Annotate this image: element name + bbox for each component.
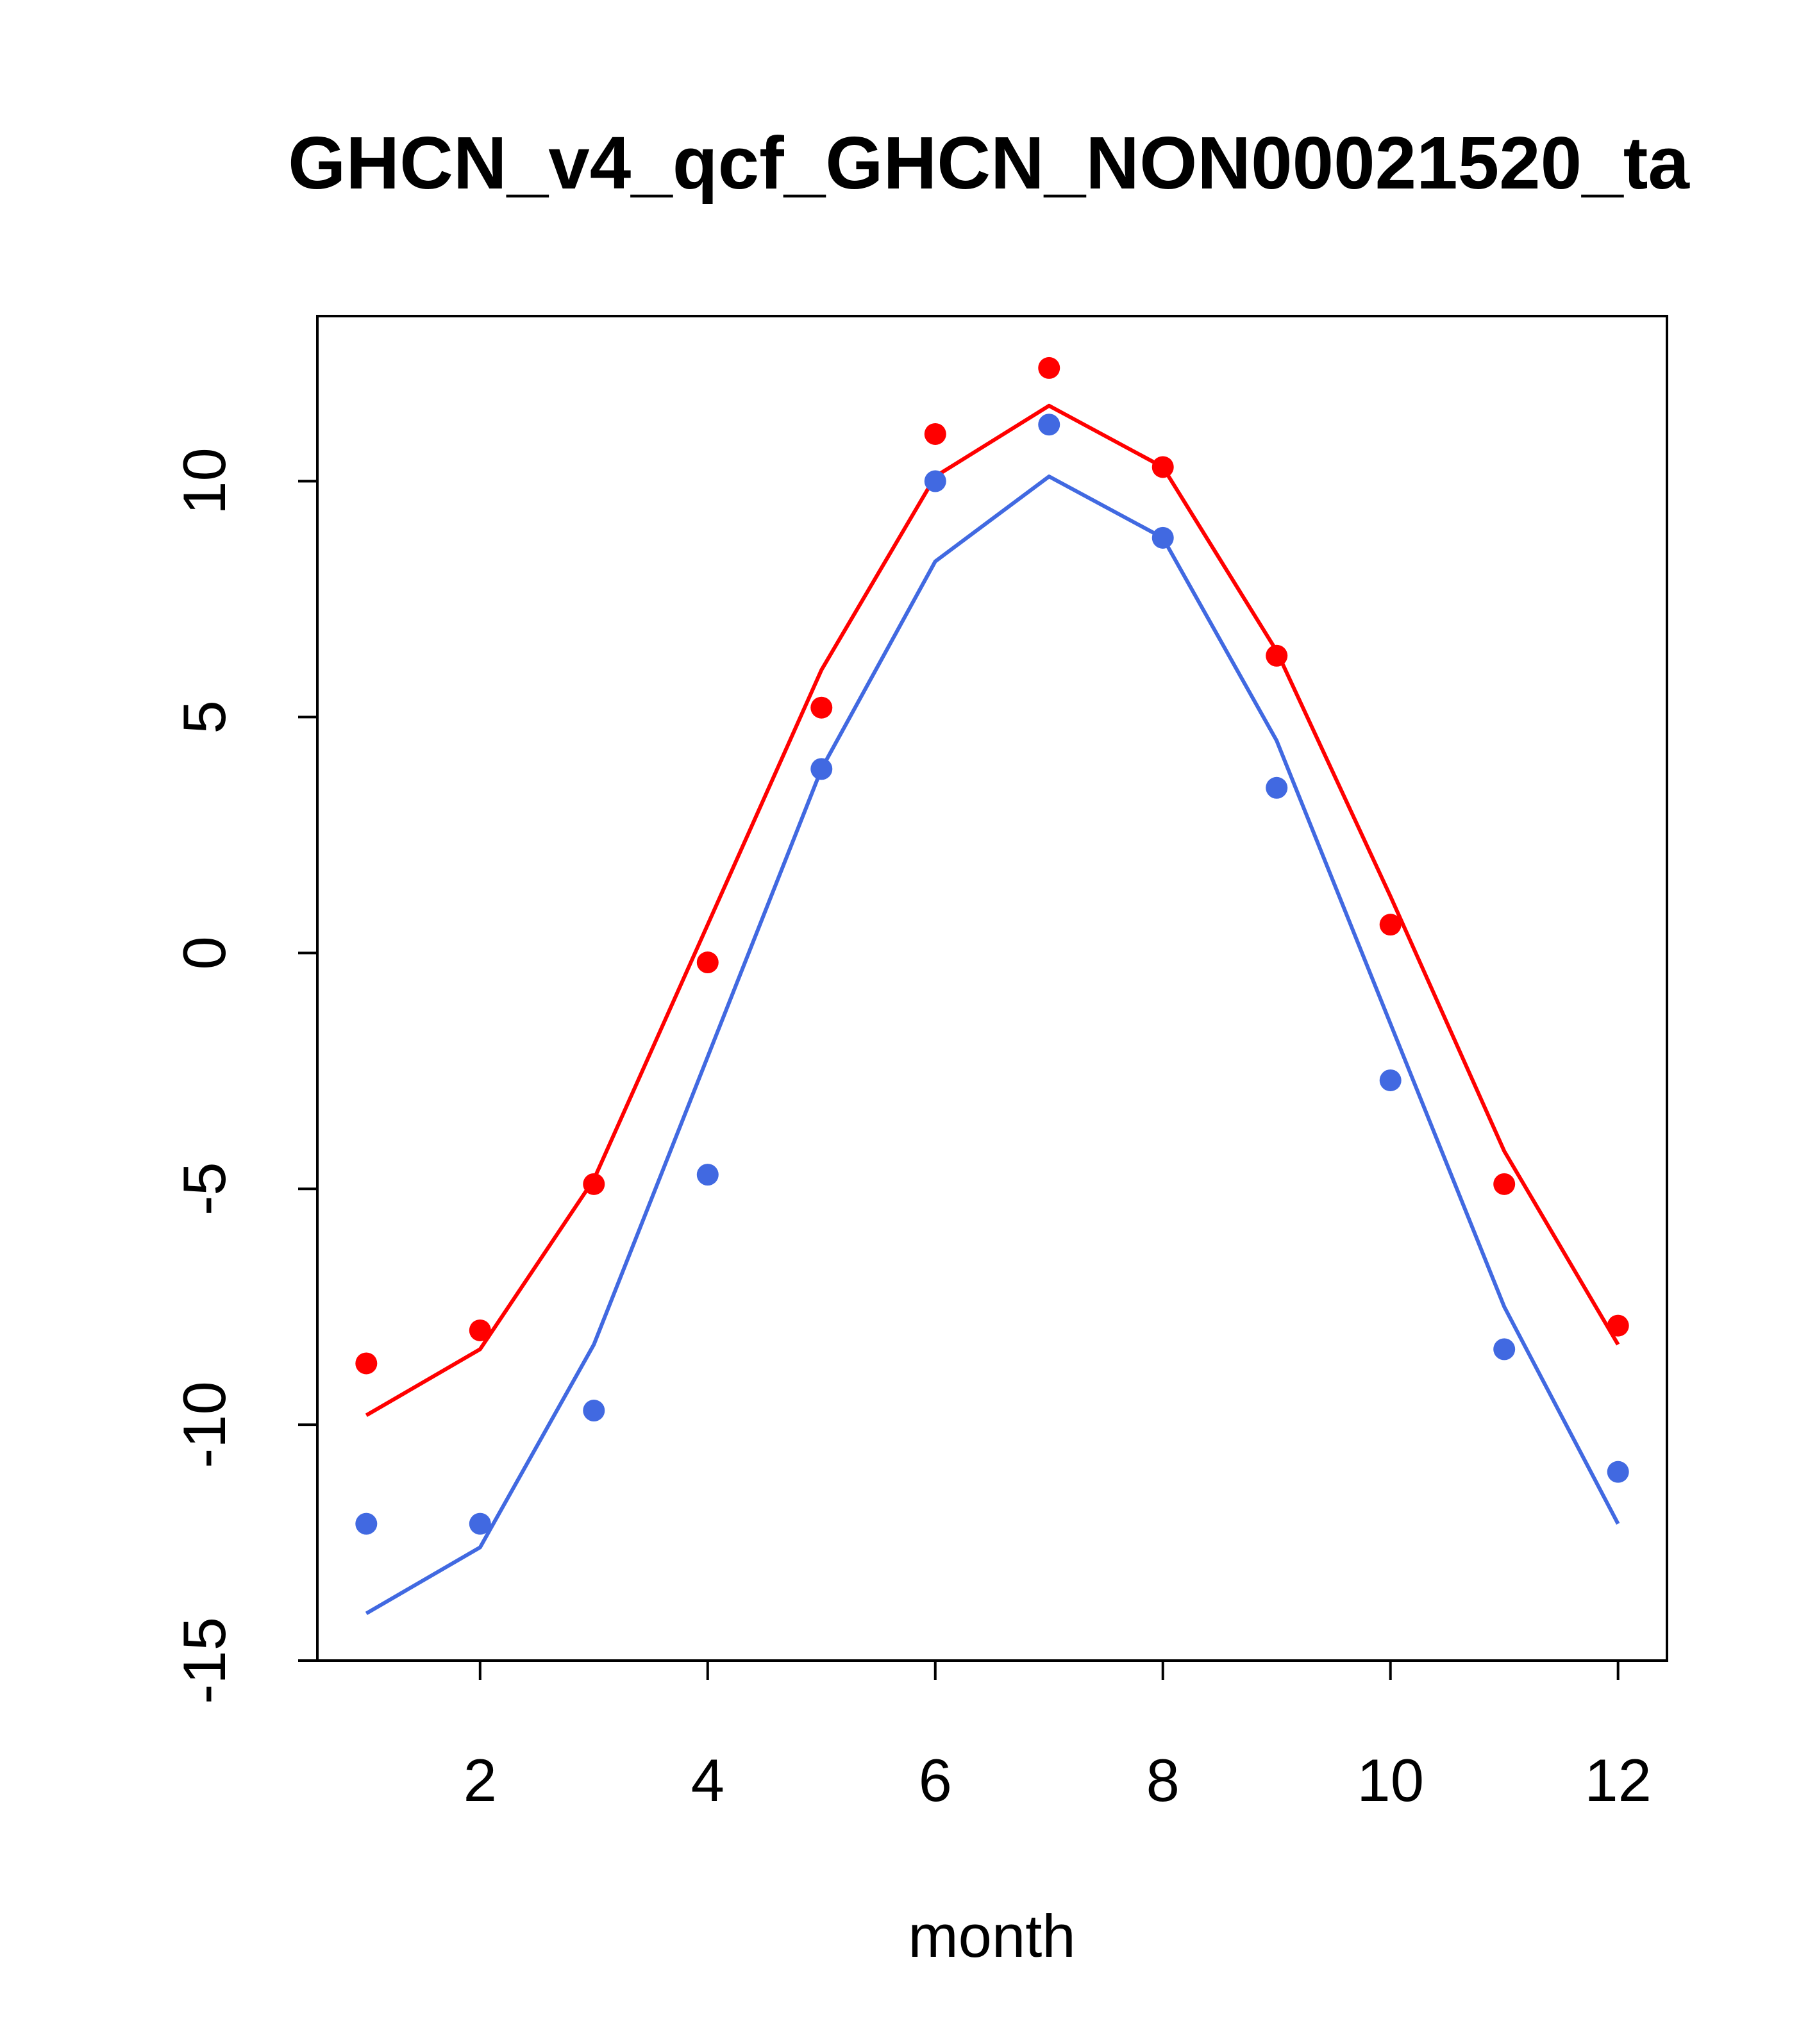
data-point <box>583 1400 605 1422</box>
x-tick-label: 10 <box>1357 1747 1424 1814</box>
y-tick-label: 0 <box>171 936 238 969</box>
data-point <box>924 423 946 445</box>
y-tick-label: -15 <box>171 1617 238 1704</box>
chart-title: GHCN_v4_qcf_GHCN_NON00021520_ta <box>288 121 1690 205</box>
y-tick-label: -10 <box>171 1381 238 1468</box>
data-point <box>810 758 833 780</box>
series-2-line <box>365 474 1620 1616</box>
series-1-points <box>355 356 1629 1375</box>
series-line <box>365 474 1620 1616</box>
y-tick-label: 10 <box>171 448 238 515</box>
x-tick-label: 4 <box>691 1747 724 1814</box>
x-axis-label: month <box>908 1902 1075 1970</box>
data-point <box>1038 414 1060 436</box>
y-axis: -15 -10 -5 0 5 10 <box>171 448 319 1704</box>
data-point <box>1151 526 1174 549</box>
data-point <box>1493 1338 1516 1361</box>
x-axis: 2 4 6 8 10 12 <box>464 1659 1652 1814</box>
x-tick-label: 12 <box>1584 1747 1652 1814</box>
data-point <box>355 1352 378 1375</box>
data-point <box>1266 776 1288 799</box>
data-point <box>1266 644 1288 667</box>
data-point <box>469 1512 491 1535</box>
x-tick-label: 8 <box>1146 1747 1180 1814</box>
data-point <box>469 1319 491 1341</box>
y-tick-label: -5 <box>171 1162 238 1216</box>
data-point <box>1493 1173 1516 1195</box>
data-point <box>583 1173 605 1195</box>
data-point <box>696 1164 719 1186</box>
data-point <box>1379 1069 1402 1091</box>
data-point <box>1607 1461 1629 1483</box>
series-3-points <box>355 414 1629 1535</box>
series-0-line <box>365 403 1620 1417</box>
series-layer <box>355 356 1629 1616</box>
y-tick-label: 5 <box>171 700 238 733</box>
data-point <box>1038 356 1060 379</box>
data-point <box>924 470 946 492</box>
data-point <box>1151 456 1174 478</box>
series-line <box>365 403 1620 1417</box>
data-point <box>1379 914 1402 936</box>
x-tick-label: 6 <box>919 1747 952 1814</box>
data-point <box>355 1512 378 1535</box>
data-point <box>696 951 719 974</box>
data-point <box>1607 1314 1629 1337</box>
x-tick-label: 2 <box>464 1747 497 1814</box>
data-point <box>810 696 833 719</box>
